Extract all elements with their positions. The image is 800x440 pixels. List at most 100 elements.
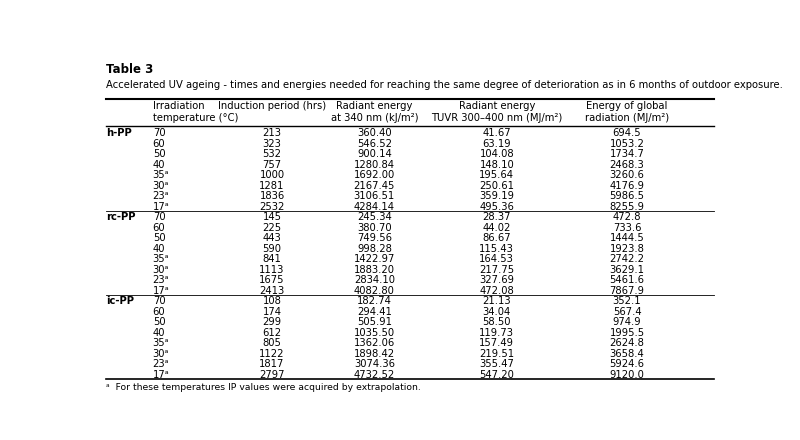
Text: 23ᵃ: 23ᵃ [153,275,170,286]
Text: 217.75: 217.75 [479,265,514,275]
Text: 44.02: 44.02 [482,223,511,233]
Text: 50: 50 [153,233,166,243]
Text: 1113: 1113 [259,265,285,275]
Text: h-PP: h-PP [106,128,132,138]
Text: Energy of global
radiation (MJ/m²): Energy of global radiation (MJ/m²) [585,101,669,123]
Text: Induction period (hrs): Induction period (hrs) [218,101,326,111]
Text: 567.4: 567.4 [613,307,642,317]
Text: 213: 213 [262,128,282,138]
Text: 1362.06: 1362.06 [354,338,395,348]
Text: 2413: 2413 [259,286,285,296]
Text: 1734.7: 1734.7 [610,149,645,159]
Text: 70: 70 [153,297,166,306]
Text: Irradiation
temperature (°C): Irradiation temperature (°C) [153,101,238,123]
Text: 60: 60 [153,139,166,149]
Text: 4732.52: 4732.52 [354,370,395,380]
Text: 60: 60 [153,223,166,233]
Text: 70: 70 [153,128,166,138]
Text: 225: 225 [262,223,282,233]
Text: 3260.6: 3260.6 [610,170,645,180]
Text: 58.50: 58.50 [482,317,511,327]
Text: 547.20: 547.20 [479,370,514,380]
Text: 1035.50: 1035.50 [354,328,395,338]
Text: 2532: 2532 [259,202,285,212]
Text: ic-PP: ic-PP [106,297,134,306]
Text: 380.70: 380.70 [357,223,392,233]
Text: ᵃ  For these temperatures IP values were acquired by extrapolation.: ᵃ For these temperatures IP values were … [106,383,421,392]
Text: 148.10: 148.10 [479,160,514,170]
Text: 17ᵃ: 17ᵃ [153,370,170,380]
Text: 35ᵃ: 35ᵃ [153,254,170,264]
Text: 23ᵃ: 23ᵃ [153,191,170,202]
Text: 164.53: 164.53 [479,254,514,264]
Text: 5461.6: 5461.6 [610,275,645,286]
Text: 2797: 2797 [259,370,285,380]
Text: 757: 757 [262,160,282,170]
Text: 2624.8: 2624.8 [610,338,645,348]
Text: 1000: 1000 [259,170,285,180]
Text: 4082.80: 4082.80 [354,286,394,296]
Text: 2834.10: 2834.10 [354,275,395,286]
Text: 360.40: 360.40 [357,128,392,138]
Text: 8255.9: 8255.9 [610,202,645,212]
Text: 70: 70 [153,213,166,222]
Text: 1675: 1675 [259,275,285,286]
Text: 1692.00: 1692.00 [354,170,395,180]
Text: 299: 299 [262,317,282,327]
Text: 2742.2: 2742.2 [610,254,645,264]
Text: 35ᵃ: 35ᵃ [153,338,170,348]
Text: 327.69: 327.69 [479,275,514,286]
Text: 4284.14: 4284.14 [354,202,395,212]
Text: 1122: 1122 [259,349,285,359]
Text: 60: 60 [153,307,166,317]
Text: 195.64: 195.64 [479,170,514,180]
Text: 1444.5: 1444.5 [610,233,644,243]
Text: 35ᵃ: 35ᵃ [153,170,170,180]
Text: 21.13: 21.13 [482,297,511,306]
Text: 34.04: 34.04 [482,307,511,317]
Text: 9120.0: 9120.0 [610,370,645,380]
Text: 323: 323 [262,139,282,149]
Text: 841: 841 [262,254,282,264]
Text: Table 3: Table 3 [106,63,154,76]
Text: 4176.9: 4176.9 [610,181,645,191]
Text: 145: 145 [262,213,282,222]
Text: Accelerated UV ageing - times and energies needed for reaching the same degree o: Accelerated UV ageing - times and energi… [106,80,783,90]
Text: 3629.1: 3629.1 [610,265,645,275]
Text: 900.14: 900.14 [357,149,392,159]
Text: 17ᵃ: 17ᵃ [153,202,170,212]
Text: 1281: 1281 [259,181,285,191]
Text: 157.49: 157.49 [479,338,514,348]
Text: 7867.9: 7867.9 [610,286,645,296]
Text: 805: 805 [262,338,282,348]
Text: 1883.20: 1883.20 [354,265,395,275]
Text: 1836: 1836 [259,191,285,202]
Text: 2167.45: 2167.45 [354,181,395,191]
Text: 352.1: 352.1 [613,297,642,306]
Text: 733.6: 733.6 [613,223,642,233]
Text: 50: 50 [153,317,166,327]
Text: 1817: 1817 [259,359,285,370]
Text: 63.19: 63.19 [482,139,511,149]
Text: 41.67: 41.67 [482,128,511,138]
Text: 23ᵃ: 23ᵃ [153,359,170,370]
Text: 359.19: 359.19 [479,191,514,202]
Text: 86.67: 86.67 [482,233,511,243]
Text: 108: 108 [262,297,282,306]
Text: 355.47: 355.47 [479,359,514,370]
Text: 974.9: 974.9 [613,317,642,327]
Text: Radiant energy
TUVR 300–400 nm (MJ/m²): Radiant energy TUVR 300–400 nm (MJ/m²) [431,101,562,123]
Text: 590: 590 [262,244,282,254]
Text: 443: 443 [262,233,282,243]
Text: 1995.5: 1995.5 [610,328,645,338]
Text: 5924.6: 5924.6 [610,359,645,370]
Text: 612: 612 [262,328,282,338]
Text: 472.8: 472.8 [613,213,642,222]
Text: 104.08: 104.08 [479,149,514,159]
Text: 28.37: 28.37 [482,213,511,222]
Text: 40: 40 [153,328,165,338]
Text: 115.43: 115.43 [479,244,514,254]
Text: 182.74: 182.74 [357,297,392,306]
Text: 1053.2: 1053.2 [610,139,645,149]
Text: 998.28: 998.28 [357,244,392,254]
